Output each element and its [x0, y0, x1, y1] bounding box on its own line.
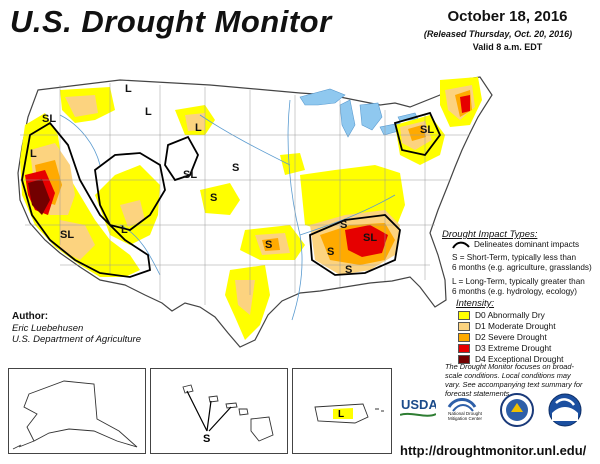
- label-s-3: S: [265, 239, 272, 251]
- d1-swatch: [458, 322, 470, 331]
- long-term-line-1: L = Long-Term, typically greater than: [452, 277, 585, 286]
- author-org: U.S. Department of Agriculture: [12, 334, 142, 345]
- label-s-1: S: [232, 162, 239, 174]
- author-heading: Author:: [12, 311, 49, 322]
- ndmc-logo: National Drought Mitigation Center: [445, 395, 485, 427]
- long-term-line-2: 6 months (e.g. hydrology, ecology): [452, 287, 577, 296]
- impact-labels: SL L L L L SL S S SL L S S SL S SL S: [30, 83, 434, 276]
- map-title: U.S. Drought Monitor: [10, 4, 332, 39]
- great-lakes: [299, 88, 419, 138]
- label-s-5: S: [345, 264, 352, 276]
- label-s-6: S: [327, 246, 334, 258]
- dominant-impacts-label: Delineates dominant impacts: [474, 240, 580, 249]
- doc-seal-icon: [500, 393, 534, 427]
- label-l-5: L: [121, 224, 128, 236]
- label-s-4: S: [340, 219, 347, 231]
- d2-swatch: [458, 333, 470, 342]
- d4-label: D4 Exceptional Drought: [475, 354, 564, 364]
- intensity-heading: Intensity:: [456, 298, 495, 309]
- footnote-line-1: The Drought Monitor focuses on broad-: [445, 362, 574, 371]
- label-l-2: L: [145, 106, 152, 118]
- label-l-3: L: [195, 122, 202, 134]
- short-term-line-2: 6 months (e.g. agriculture, grasslands): [452, 263, 592, 272]
- footnote-line-4: forecast statements.: [445, 389, 512, 398]
- svg-text:USDA: USDA: [401, 397, 436, 412]
- puerto-rico-map: L: [314, 403, 384, 424]
- label-sl-1: SL: [42, 113, 56, 125]
- noaa-logo-icon: [548, 393, 582, 427]
- state-boundaries: [20, 83, 470, 305]
- short-term-line-1: S = Short-Term, typically less than: [452, 253, 576, 262]
- label-sl-2: SL: [183, 169, 197, 181]
- release-date: (Released Thursday, Oct. 20, 2016): [423, 29, 573, 39]
- valid-time: Valid 8 a.m. EDT: [472, 42, 543, 52]
- us-land: [17, 76, 493, 348]
- impact-line-icon: [452, 241, 470, 249]
- footnote-line-3: vary. See accompanying text summary for: [445, 380, 583, 389]
- label-sl-5: SL: [420, 124, 434, 136]
- usda-logo-graphic: USDA: [399, 395, 438, 417]
- impact-types-heading: Drought Impact Types:: [442, 229, 538, 240]
- footnote: The Drought Monitor focuses on broad- sc…: [445, 362, 595, 398]
- hawaii-label-s: S: [203, 433, 210, 445]
- d3-swatch: [458, 344, 470, 353]
- noaa-logo: [548, 393, 582, 427]
- d0-label: D0 Abnormally Dry: [475, 310, 545, 320]
- usda-logo: USDA: [399, 395, 438, 423]
- puerto-rico-inset: L: [292, 368, 392, 454]
- map-date: October 18, 2016: [447, 8, 568, 25]
- label-l-1: L: [125, 83, 132, 95]
- label-s-2: S: [210, 192, 217, 204]
- d1-label: D1 Moderate Drought: [475, 321, 556, 331]
- d4-regions: [28, 179, 50, 215]
- d4-swatch: [458, 355, 470, 364]
- alaska-map: [12, 380, 138, 450]
- pr-label-l: L: [338, 409, 344, 420]
- d0-swatch: [458, 311, 470, 320]
- hawaii-map: S: [182, 384, 274, 445]
- doc-seal: [500, 393, 534, 427]
- ndmc-name: National Drought Mitigation Center: [447, 411, 483, 421]
- author-name: Eric Luebehusen: [12, 323, 84, 334]
- alaska-inset: [8, 368, 146, 454]
- drought-monitor-url[interactable]: http://droughtmonitor.unl.edu/: [400, 443, 587, 458]
- conus-drought-map: SL L L L L SL S S SL L S S SL S SL S: [17, 76, 493, 348]
- footnote-line-2: scale conditions. Local conditions may: [445, 371, 571, 380]
- ndmc-logo-graphic: [447, 398, 477, 412]
- hawaii-inset: S: [150, 368, 288, 454]
- label-sl-4: SL: [363, 232, 377, 244]
- label-l-4: L: [30, 148, 37, 160]
- d2-label: D2 Severe Drought: [475, 332, 547, 342]
- rivers: [59, 99, 396, 321]
- impact-lines: [21, 111, 442, 278]
- label-sl-3: SL: [60, 229, 74, 241]
- d3-label: D3 Extreme Drought: [475, 343, 552, 353]
